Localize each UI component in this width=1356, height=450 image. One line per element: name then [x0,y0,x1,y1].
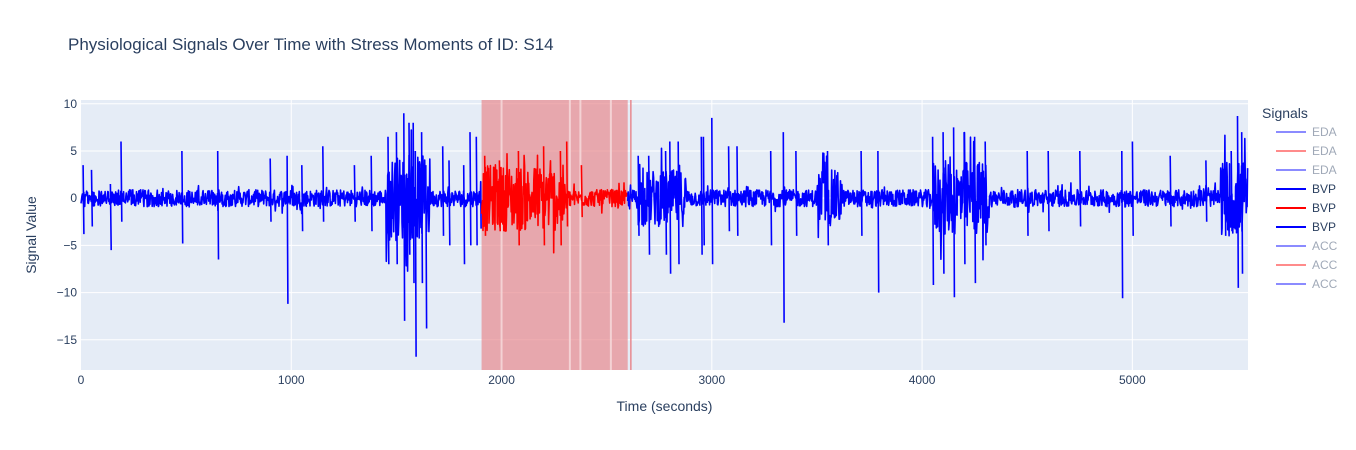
plot-area [81,100,1248,370]
series-line-bvp [626,115,1249,323]
legend-item-acc[interactable]: ACC [1276,277,1338,291]
y-tick-label: 10 [64,97,78,111]
y-ticks: 10 5 0 −5 −10 −15 [57,97,78,347]
x-tick-label: 0 [78,373,85,387]
legend-label: BVP [1312,220,1336,234]
stress-band [481,100,628,370]
legend-item-bvp[interactable]: BVP [1276,182,1336,196]
legend-label: ACC [1312,239,1338,253]
stress-region [481,100,632,370]
legend-item-acc[interactable]: ACC [1276,258,1338,272]
legend-item-bvp[interactable]: BVP [1276,201,1336,215]
series-lines [80,113,1249,357]
legend-label: EDA [1312,125,1337,139]
series-line-bvp [480,141,629,254]
y-tick-label: −5 [63,238,77,252]
legend-label: EDA [1312,144,1337,158]
y-tick-label: −15 [57,333,78,347]
legend-label: BVP [1312,182,1336,196]
y-axis-title: Signal Value [23,196,39,274]
x-axis-title: Time (seconds) [617,398,713,414]
legend-label: ACC [1312,258,1338,272]
chart-title: Physiological Signals Over Time with Str… [68,35,554,54]
x-tick-label: 1000 [278,373,305,387]
x-tick-label: 3000 [698,373,725,387]
y-tick-label: 0 [70,191,77,205]
legend-item-eda[interactable]: EDA [1276,163,1337,177]
x-ticks: 0 1000 2000 3000 4000 5000 [78,373,1146,387]
legend-item-acc[interactable]: ACC [1276,239,1338,253]
legend-label: EDA [1312,163,1337,177]
legend-item-bvp[interactable]: BVP [1276,220,1336,234]
x-tick-label: 5000 [1119,373,1146,387]
legend-item-eda[interactable]: EDA [1276,125,1337,139]
legend[interactable]: Signals EDA EDA EDA BVP BVP BVP ACC ACC ACC [1262,105,1338,291]
series-line-bvp [80,113,482,357]
legend-title: Signals [1262,105,1308,121]
legend-label: BVP [1312,201,1336,215]
y-tick-label: 5 [70,144,77,158]
legend-item-eda[interactable]: EDA [1276,144,1337,158]
y-tick-label: −10 [57,286,78,300]
x-tick-label: 2000 [488,373,515,387]
x-tick-label: 4000 [909,373,936,387]
legend-label: ACC [1312,277,1338,291]
